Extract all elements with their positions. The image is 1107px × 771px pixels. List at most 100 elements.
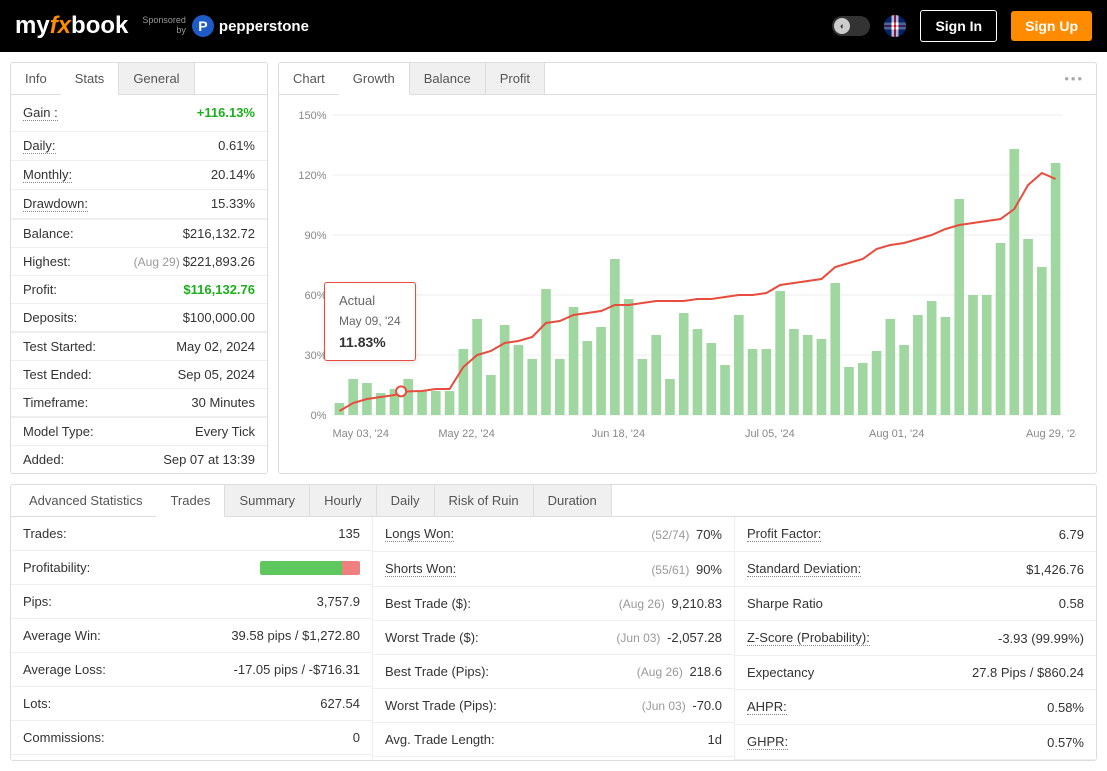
avgloss-value: -17.05 pips / -$716.31 xyxy=(234,662,360,677)
profit-value: $116,132.76 xyxy=(183,282,255,297)
sponsor-logo[interactable]: P pepperstone xyxy=(192,15,309,37)
tooltip-title: Actual xyxy=(339,293,401,308)
sd-value: $1,426.76 xyxy=(1026,562,1084,577)
top-header: myfxbook Sponsored by P pepperstone ◐ Si… xyxy=(0,0,1107,52)
tab-adv-stats[interactable]: Advanced Statistics xyxy=(15,485,156,516)
avgwin-value: 39.58 pips / $1,272.80 xyxy=(231,628,360,643)
worstpips-label: Worst Trade (Pips): xyxy=(385,698,497,713)
drawdown-label: Drawdown: xyxy=(23,196,88,212)
language-flag-icon[interactable] xyxy=(884,15,906,37)
theme-toggle[interactable]: ◐ xyxy=(832,16,870,36)
tab-chart[interactable]: Chart xyxy=(279,63,339,94)
longs-label: Longs Won: xyxy=(385,526,454,542)
tab-risk[interactable]: Risk of Ruin xyxy=(435,485,534,516)
logo[interactable]: myfxbook xyxy=(15,12,128,40)
worsttrade-label: Worst Trade ($): xyxy=(385,630,479,645)
exp-value: 27.8 Pips / $860.24 xyxy=(972,665,1084,680)
avglen-value: 1d xyxy=(708,732,722,747)
toggle-knob-icon: ◐ xyxy=(834,18,850,34)
sponsor-name: pepperstone xyxy=(219,18,309,35)
chart-more-icon[interactable]: ••• xyxy=(1052,63,1096,94)
svg-text:120%: 120% xyxy=(298,170,326,182)
svg-text:Aug 01, '24: Aug 01, '24 xyxy=(869,428,924,440)
highest-note: (Aug 29) xyxy=(134,255,180,269)
svg-text:May 03, '24: May 03, '24 xyxy=(333,428,390,440)
model-label: Model Type: xyxy=(23,424,94,439)
tab-balance[interactable]: Balance xyxy=(410,63,486,94)
balance-label: Balance: xyxy=(23,226,74,241)
tab-stats[interactable]: Stats xyxy=(61,63,120,95)
avgwin-label: Average Win: xyxy=(23,628,101,643)
tab-daily[interactable]: Daily xyxy=(377,485,435,516)
pf-value: 6.79 xyxy=(1059,527,1084,542)
trades-value: 135 xyxy=(338,526,360,541)
added-label: Added: xyxy=(23,452,64,467)
lots-value: 627.54 xyxy=(320,696,360,711)
deposits-label: Deposits: xyxy=(23,310,77,325)
shorts-label: Shorts Won: xyxy=(385,561,456,577)
commissions-value: 0 xyxy=(353,730,360,745)
exp-label: Expectancy xyxy=(747,665,814,680)
tooltip-date: May 09, '24 xyxy=(339,314,401,328)
stats-col-1: Trades:135 Profitability: Pips:3,757.9 A… xyxy=(11,517,373,760)
model-value: Every Tick xyxy=(195,424,255,439)
pepperstone-badge-icon: P xyxy=(192,15,214,37)
svg-text:150%: 150% xyxy=(298,110,326,122)
shorts-value: 90% xyxy=(696,562,722,577)
deposits-value: $100,000.00 xyxy=(183,310,255,325)
advanced-stats-panel: Advanced Statistics Trades Summary Hourl… xyxy=(10,484,1097,761)
tab-profit[interactable]: Profit xyxy=(486,63,545,94)
growth-chart[interactable]: 0%30%60%90%120%150%May 03, '24May 22, '2… xyxy=(289,105,1076,445)
ghpr-value: 0.57% xyxy=(1047,735,1084,750)
sponsor-text: Sponsored by xyxy=(142,16,186,36)
test-started-value: May 02, 2024 xyxy=(176,339,255,354)
stats-panel: Info Stats General Gain :+116.13% Daily:… xyxy=(10,62,268,474)
avglen-label: Avg. Trade Length: xyxy=(385,732,495,747)
avgloss-label: Average Loss: xyxy=(23,662,106,677)
timeframe-label: Timeframe: xyxy=(23,395,88,410)
svg-text:May 22, '24: May 22, '24 xyxy=(438,428,495,440)
drawdown-value: 15.33% xyxy=(211,196,255,212)
sd-label: Standard Deviation: xyxy=(747,561,861,577)
stats-col-3: Profit Factor:6.79 Standard Deviation:$1… xyxy=(735,517,1096,760)
longs-value: 70% xyxy=(696,527,722,542)
tab-info[interactable]: Info xyxy=(11,63,61,94)
tab-duration[interactable]: Duration xyxy=(534,485,612,516)
tab-general[interactable]: General xyxy=(119,63,194,94)
bestpips-label: Best Trade (Pips): xyxy=(385,664,489,679)
signup-button[interactable]: Sign Up xyxy=(1011,11,1092,41)
signin-button[interactable]: Sign In xyxy=(920,10,997,42)
besttrade-value: 9,210.83 xyxy=(671,596,722,611)
tab-summary[interactable]: Summary xyxy=(225,485,310,516)
sr-value: 0.58 xyxy=(1059,596,1084,611)
logo-fx: fx xyxy=(50,12,71,40)
tab-trades[interactable]: Trades xyxy=(156,485,225,517)
svg-text:Jun 18, '24: Jun 18, '24 xyxy=(592,428,645,440)
tab-growth[interactable]: Growth xyxy=(339,63,410,95)
ahpr-value: 0.58% xyxy=(1047,700,1084,715)
stats-col-2: Longs Won:(52/74) 70% Shorts Won:(55/61)… xyxy=(373,517,735,760)
highest-value: $221,893.26 xyxy=(183,254,255,269)
commissions-label: Commissions: xyxy=(23,730,105,745)
besttrade-label: Best Trade ($): xyxy=(385,596,471,611)
chart-panel: Chart Growth Balance Profit ••• 0%30%60%… xyxy=(278,62,1097,474)
test-started-label: Test Started: xyxy=(23,339,96,354)
added-value: Sep 07 at 13:39 xyxy=(163,452,255,467)
monthly-label: Monthly: xyxy=(23,167,72,183)
test-ended-value: Sep 05, 2024 xyxy=(178,367,255,382)
gain-value: +116.13% xyxy=(197,105,255,121)
zs-value: -3.93 (99.99%) xyxy=(998,631,1084,646)
profit-label: Profit: xyxy=(23,282,57,297)
tooltip-value: 11.83% xyxy=(339,334,401,350)
svg-text:0%: 0% xyxy=(311,410,327,422)
sr-label: Sharpe Ratio xyxy=(747,596,823,611)
tab-hourly[interactable]: Hourly xyxy=(310,485,377,516)
logo-my: my xyxy=(15,12,50,40)
highest-label: Highest: xyxy=(23,254,71,269)
lots-label: Lots: xyxy=(23,696,51,711)
trades-label: Trades: xyxy=(23,526,67,541)
monthly-value: 20.14% xyxy=(211,167,255,183)
svg-text:90%: 90% xyxy=(304,230,326,242)
timeframe-value: 30 Minutes xyxy=(191,395,255,410)
bestpips-value: 218.6 xyxy=(689,664,722,679)
